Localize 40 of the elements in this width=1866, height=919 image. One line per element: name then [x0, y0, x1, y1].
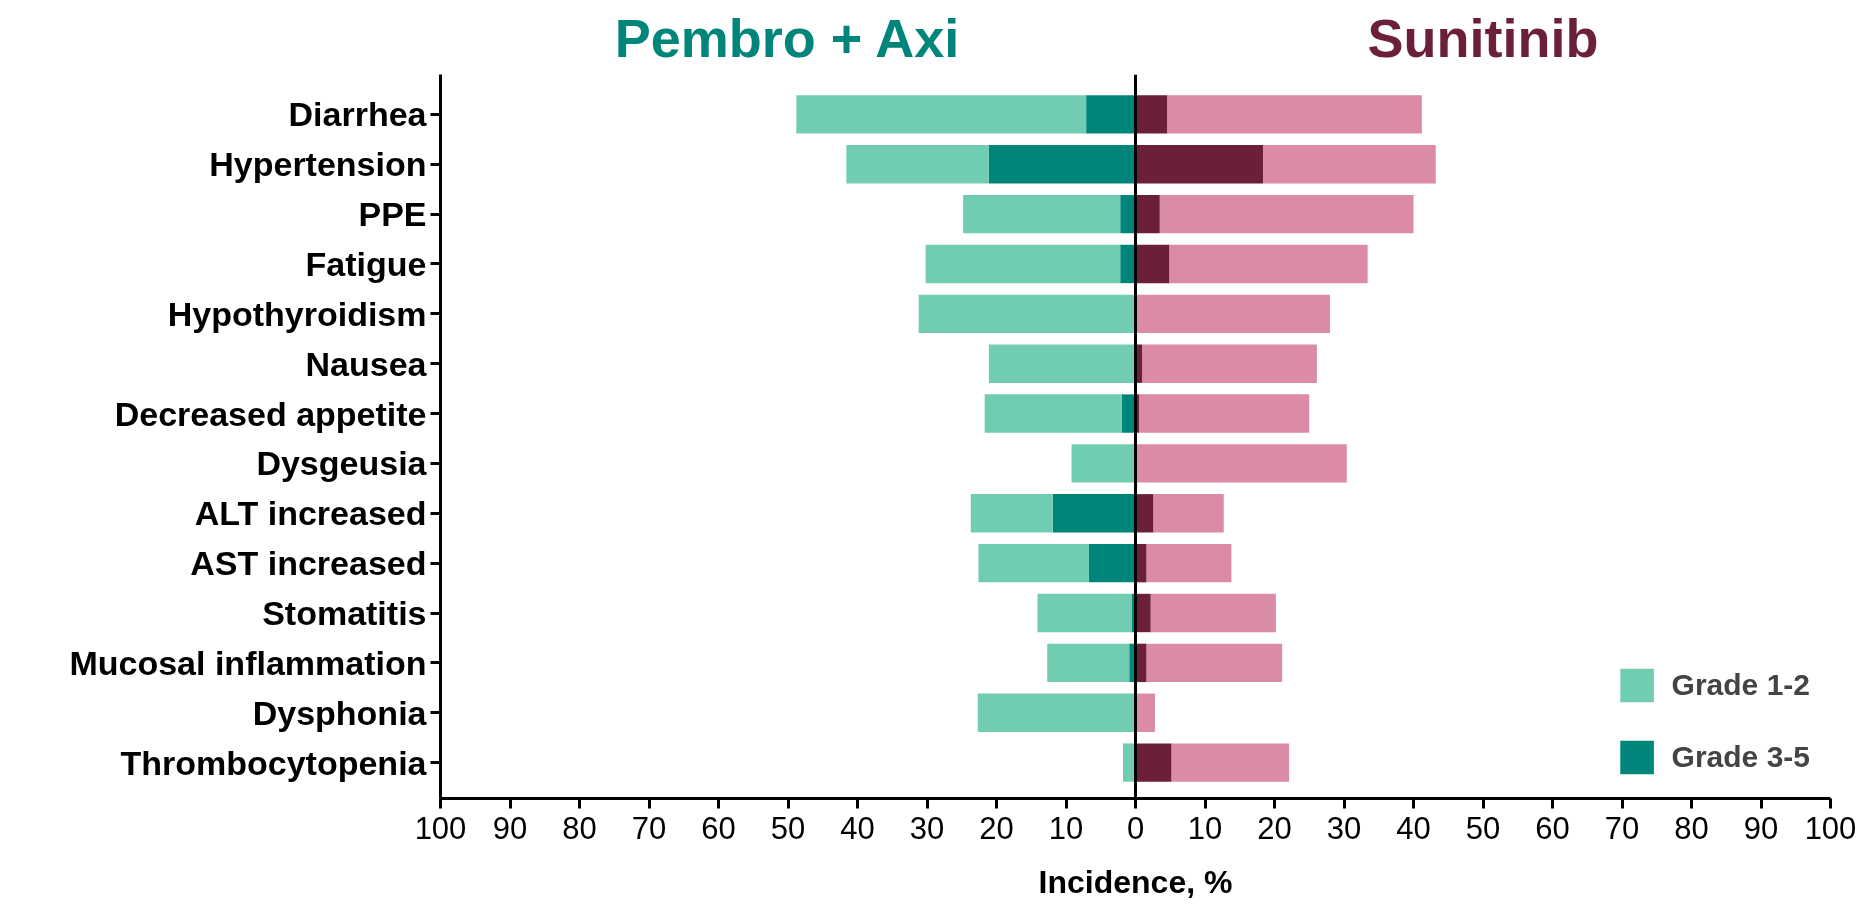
x-tick-label: 10 — [1187, 810, 1223, 846]
y-tick-label: Dysphonia — [252, 693, 428, 732]
y-tick-label: Thrombocytopenia — [120, 743, 428, 782]
x-axis-title: Incidence, % — [1038, 863, 1233, 900]
y-tick-label: ALT increased — [194, 494, 427, 533]
x-tick-label: 100 — [414, 810, 467, 846]
x-tick-label: 90 — [1743, 810, 1779, 846]
x-tick-label: 80 — [562, 810, 597, 846]
x-tick-label: 70 — [631, 810, 667, 846]
x-tick-label: 90 — [492, 810, 528, 846]
x-tick-label: 80 — [1674, 810, 1709, 846]
y-tick-label: Dysgeusia — [256, 444, 428, 483]
y-tick-label: Nausea — [305, 344, 428, 383]
text: Pembro + Axi — [614, 7, 960, 68]
y-tick-label: Diarrhea — [288, 95, 428, 134]
legend-label: Grade 3-5 — [1671, 740, 1810, 774]
x-tick-label: 70 — [1604, 810, 1640, 846]
x-tick-label: 0 — [1126, 810, 1145, 846]
y-tick-label: Stomatitis — [262, 594, 427, 633]
x-tick-label: 50 — [1465, 810, 1501, 846]
x-tick-label: 30 — [1326, 810, 1362, 846]
x-tick-label: 20 — [979, 810, 1014, 846]
legend-label: Grade 1-2 — [1671, 668, 1810, 702]
x-tick-label: 40 — [840, 810, 875, 846]
x-tick-label: 30 — [909, 810, 945, 846]
y-tick-label: AST increased — [190, 544, 427, 583]
x-tick-label: 100 — [1804, 810, 1857, 846]
y-tick-label: Mucosal inflammation — [69, 643, 427, 682]
text: Sunitinib — [1367, 7, 1599, 68]
x-tick-label: 50 — [770, 810, 806, 846]
y-tick-label: Fatigue — [305, 244, 427, 283]
x-tick-label: 40 — [1396, 810, 1431, 846]
y-tick-label: Hypertension — [209, 145, 427, 184]
y-tick-label: Decreased appetite — [114, 394, 427, 433]
y-tick-label: PPE — [358, 195, 427, 234]
y-tick-label: Hypothyroidism — [167, 294, 427, 333]
x-tick-label: 10 — [1048, 810, 1084, 846]
x-tick-label: 60 — [1535, 810, 1570, 846]
x-tick-label: 60 — [701, 810, 736, 846]
x-tick-label: 20 — [1257, 810, 1292, 846]
